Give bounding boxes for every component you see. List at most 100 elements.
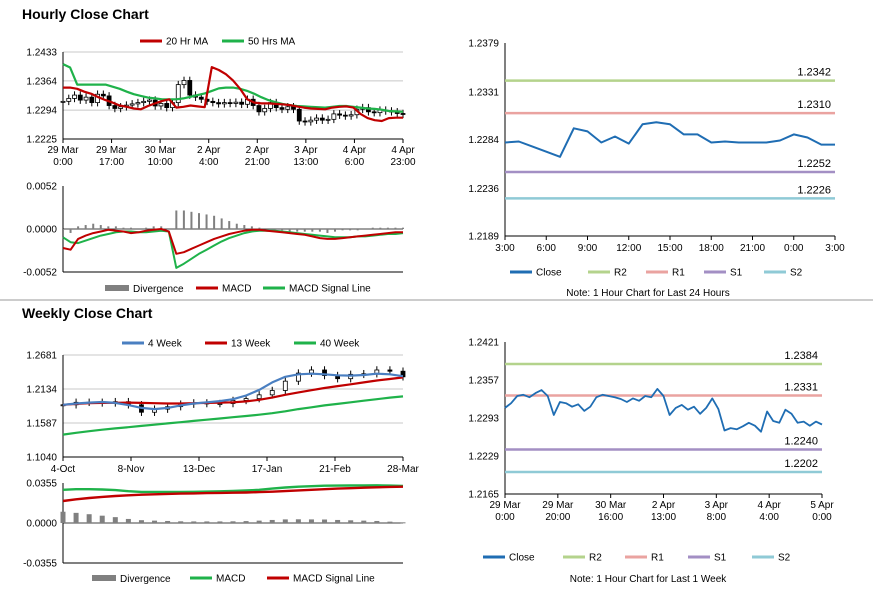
candle-body xyxy=(319,117,325,121)
candle-body xyxy=(66,98,72,102)
candle-body xyxy=(221,102,227,105)
divergence-bar xyxy=(295,519,301,523)
y-tick-label: 1.2421 xyxy=(468,338,499,349)
x-tick-label: 3 Apr xyxy=(705,500,729,511)
divergence-bar xyxy=(256,520,262,523)
x-tick-label: 29 Mar xyxy=(489,500,521,511)
divergence-bar xyxy=(387,521,393,523)
candle-body xyxy=(400,113,406,115)
x-tick-label: 29 Mar xyxy=(96,145,128,156)
x-tick-label: 2 Apr xyxy=(197,145,221,156)
candle-body xyxy=(187,80,193,96)
candle-body xyxy=(181,80,187,86)
y-tick-label: 1.1587 xyxy=(26,419,57,430)
level-label-s2: 1.2226 xyxy=(797,184,831,196)
x-tick-label: 0:00 xyxy=(812,512,832,523)
y-tick-label: 1.2293 xyxy=(468,414,499,425)
candle-body xyxy=(239,101,245,105)
x-tick-label: 23:00 xyxy=(390,157,415,168)
x-tick-label: 4-Oct xyxy=(51,464,76,475)
x-tick-label: 4 Apr xyxy=(343,145,367,156)
y-tick-label: -0.0355 xyxy=(23,559,57,570)
candle-body xyxy=(337,113,343,116)
divergence-bar xyxy=(335,519,341,523)
x-tick-label: 13:00 xyxy=(651,512,676,523)
divergence-bar xyxy=(217,521,223,523)
x-tick-label: 3:00 xyxy=(495,243,515,254)
candle-body xyxy=(158,103,164,107)
ma40w-line xyxy=(62,395,404,436)
divergence-bar xyxy=(243,521,249,523)
y-tick-label: 1.2433 xyxy=(26,48,57,59)
x-tick-label: 6:00 xyxy=(537,243,557,254)
x-tick-label: 18:00 xyxy=(699,243,724,254)
weekly-section-title: Weekly Close Chart xyxy=(22,305,153,321)
weekly-close-1w-chart: 1.2421 1.2357 1.2293 1.2229 1.2165 1.2384 1.23… xyxy=(468,338,834,586)
x-tick-label: 28-Mar xyxy=(387,464,419,475)
candle-body xyxy=(256,394,262,399)
legend-s2-label: S2 xyxy=(790,268,803,279)
candle-body xyxy=(72,94,77,99)
legend-macd-label: MACD xyxy=(222,284,251,295)
level-label-r2: 1.2384 xyxy=(784,350,818,362)
level-label-r1: 1.2331 xyxy=(784,381,818,393)
hourly-divergence-bars xyxy=(62,210,404,236)
x-tick-label: 30 Mar xyxy=(595,500,627,511)
candle-body xyxy=(262,108,268,113)
x-tick-label: 4 Apr xyxy=(757,500,781,511)
candle-body xyxy=(387,369,393,372)
divergence-bar xyxy=(138,520,144,523)
legend-50hrs-ma-label: 50 Hrs MA xyxy=(248,37,296,48)
x-tick-label: 21:00 xyxy=(740,243,765,254)
divergence-bar xyxy=(348,520,354,523)
x-tick-label: 2 Apr xyxy=(652,500,676,511)
chart-note: Note: 1 Hour Chart for Last 24 Hours xyxy=(566,288,729,299)
candle-body xyxy=(331,113,337,120)
candle-body xyxy=(89,96,95,104)
close24-legend: Close R2 R1 S1 S2 xyxy=(510,268,803,279)
legend-divergence-swatch xyxy=(92,575,116,581)
divergence-bar xyxy=(400,522,406,524)
y-tick-label: 1.2236 xyxy=(468,184,499,195)
y-tick-label: 0.0000 xyxy=(26,225,57,236)
legend-s1-label: S1 xyxy=(714,553,727,564)
divergence-bar xyxy=(204,521,210,523)
x-tick-label: 17:00 xyxy=(99,157,124,168)
y-tick-label: 1.2331 xyxy=(468,87,499,98)
close-line xyxy=(504,121,835,158)
x-tick-label: 29 Mar xyxy=(542,500,574,511)
x-tick-label: 0:00 xyxy=(53,157,73,168)
divergence-bar xyxy=(112,517,118,523)
divergence-bar xyxy=(165,520,171,523)
candle-body xyxy=(118,106,124,109)
x-tick-label: 5 Apr xyxy=(810,500,834,511)
hourly-price-legend: 20 Hr MA 50 Hrs MA xyxy=(140,37,296,48)
legend-r1-label: R1 xyxy=(672,268,685,279)
x-tick-label: 17-Jan xyxy=(252,464,283,475)
candle-body xyxy=(295,372,301,382)
candle-body xyxy=(233,101,239,104)
close1w-legend: Close R2 R1 S1 S2 xyxy=(483,553,791,564)
legend-divergence-label: Divergence xyxy=(120,574,171,585)
x-tick-label: 9:00 xyxy=(578,243,598,254)
candle-body xyxy=(112,105,118,109)
candle-body xyxy=(322,369,327,376)
divergence-bar xyxy=(361,520,367,523)
legend-divergence-swatch xyxy=(105,285,129,291)
x-tick-label: 0:00 xyxy=(784,243,804,254)
y-tick-label: 1.2134 xyxy=(26,385,57,396)
x-tick-label: 4:00 xyxy=(759,512,779,523)
weekly-macd-legend: Divergence MACD MACD Signal Line xyxy=(92,574,375,585)
x-tick-label: 16:00 xyxy=(598,512,623,523)
legend-r2-label: R2 xyxy=(589,553,602,564)
legend-r1-label: R1 xyxy=(651,553,664,564)
y-tick-label: 1.2294 xyxy=(26,106,57,117)
macd-signal-line xyxy=(62,485,404,503)
candle-body xyxy=(141,100,147,104)
weekly-divergence-bars xyxy=(60,511,406,524)
legend-macd-label: MACD xyxy=(216,574,245,585)
level-label-s1: 1.2252 xyxy=(797,158,831,170)
candle-body xyxy=(210,100,216,104)
